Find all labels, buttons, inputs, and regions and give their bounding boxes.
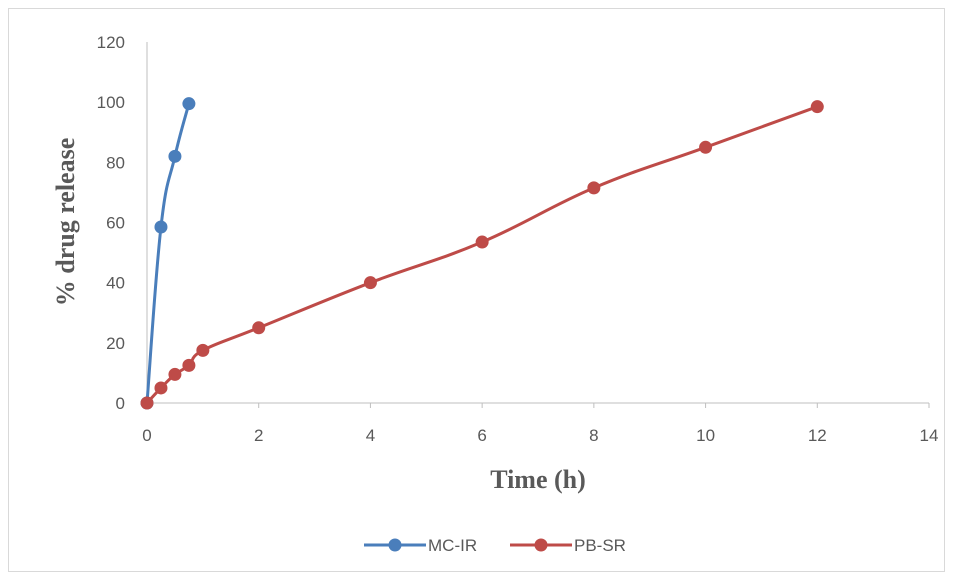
data-point: [168, 149, 182, 163]
series-line: [145, 105, 818, 405]
legend-marker: [388, 538, 402, 552]
y-tick-label: 100: [97, 93, 125, 112]
chart-frame: [8, 8, 945, 572]
data-point: [196, 343, 210, 357]
data-point: [252, 321, 266, 335]
series-layer: [140, 97, 824, 410]
y-tick-label: 0: [116, 394, 125, 413]
legend: MC-IR PB-SR: [364, 536, 626, 555]
y-tick-label: 40: [106, 274, 125, 293]
data-point: [810, 100, 824, 114]
data-point: [182, 97, 196, 111]
data-point: [154, 220, 168, 234]
legend-item-pb-sr: PB-SR: [510, 536, 626, 555]
data-point: [182, 358, 196, 372]
x-tick-label: 14: [920, 426, 939, 445]
x-tick-label: 12: [808, 426, 827, 445]
legend-label: PB-SR: [574, 536, 626, 555]
y-tick-label: 20: [106, 334, 125, 353]
y-tick-labels: 0 20 40 60 80 100 120: [97, 33, 125, 413]
series-pb-sr: [140, 100, 824, 410]
data-point: [363, 276, 377, 290]
legend-item-mc-ir: MC-IR: [364, 536, 477, 555]
legend-label: MC-IR: [428, 536, 477, 555]
data-point: [168, 367, 182, 381]
x-tick-label: 6: [477, 426, 486, 445]
x-tick-label: 8: [589, 426, 598, 445]
x-tick-label: 0: [142, 426, 151, 445]
y-tick-label: 60: [106, 214, 125, 233]
y-tick-label: 120: [97, 33, 125, 52]
data-point: [587, 181, 601, 195]
data-point: [699, 140, 713, 154]
data-point: [475, 235, 489, 249]
legend-marker: [534, 538, 548, 552]
data-point: [140, 396, 154, 410]
x-tick-label: 10: [696, 426, 715, 445]
data-point: [154, 381, 168, 395]
y-tick-label: 80: [106, 153, 125, 172]
series-line: [145, 103, 191, 404]
x-tick-labels: 0 2 4 6 8 10 12 14: [142, 403, 938, 445]
x-axis-title: Time (h): [490, 465, 586, 494]
y-axis-title: % drug release: [51, 138, 80, 307]
x-tick-label: 2: [254, 426, 263, 445]
x-tick-label: 4: [366, 426, 375, 445]
